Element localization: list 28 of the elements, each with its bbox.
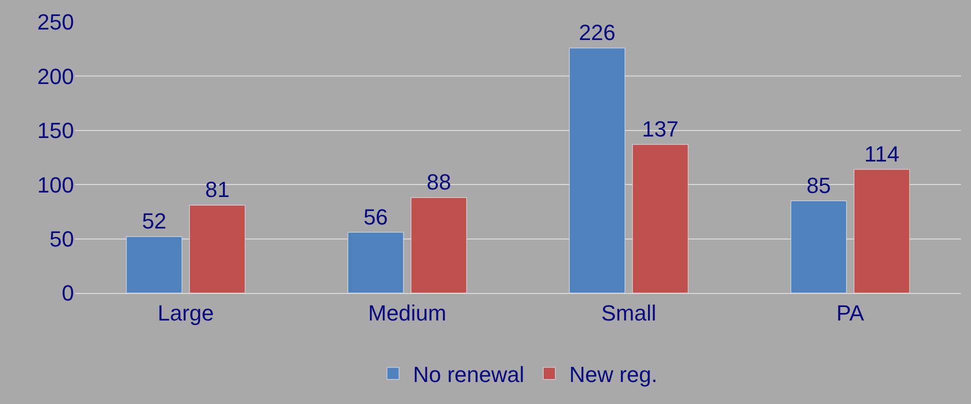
- bar: [632, 144, 688, 293]
- data-label: 137: [642, 116, 679, 142]
- y-tick-label: 250: [37, 10, 74, 35]
- bar: [410, 197, 467, 293]
- data-label: 85: [806, 172, 831, 198]
- bar: [790, 200, 847, 293]
- y-tick-label: 50: [50, 226, 74, 252]
- bar: [348, 232, 404, 293]
- y-tick-label: 100: [37, 172, 74, 198]
- data-label: 226: [578, 20, 616, 46]
- data-label: 56: [363, 204, 388, 230]
- x-tick-label: PA: [836, 300, 864, 326]
- bar: [569, 48, 626, 293]
- y-tick-label: 0: [62, 280, 74, 306]
- data-label: 81: [205, 177, 230, 202]
- x-tick-label: Small: [601, 300, 656, 326]
- bar: [189, 204, 246, 293]
- bar: [854, 169, 910, 293]
- y-tick-label: 200: [37, 64, 74, 89]
- x-tick-label: Medium: [368, 300, 446, 326]
- data-label: 114: [864, 141, 900, 166]
- y-tick-label: 150: [37, 118, 74, 144]
- bar: [126, 236, 182, 293]
- data-label: 52: [142, 208, 166, 234]
- legend-label: No renewal: [413, 362, 524, 387]
- data-label: 88: [426, 170, 452, 195]
- x-tick-label: Large: [158, 300, 214, 326]
- legend-label: New reg.: [569, 362, 658, 387]
